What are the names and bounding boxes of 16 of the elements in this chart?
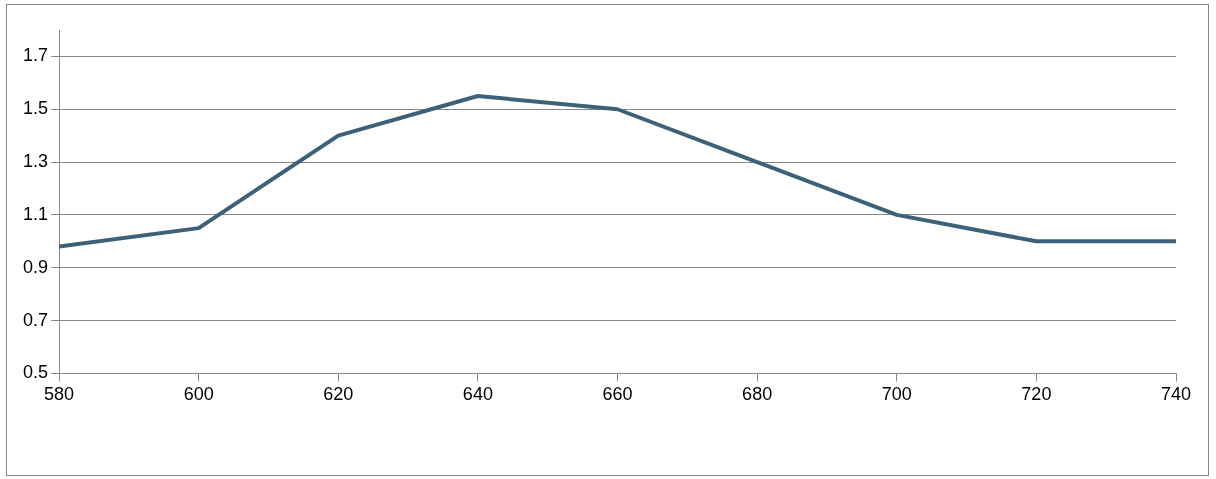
y-tick-label: 1.5 [22, 98, 49, 119]
x-tick-label: 720 [1021, 384, 1052, 405]
y-tick-label: 1.7 [22, 45, 49, 66]
y-tick-label: 1.3 [22, 151, 49, 172]
x-tick-label: 740 [1160, 384, 1192, 405]
y-tick-label: 1.1 [22, 203, 49, 224]
y-tick-label: 0.5 [22, 362, 49, 383]
x-tick-label: 640 [462, 384, 493, 405]
y-tick-label: 0.7 [22, 309, 49, 330]
x-tick-label: 620 [323, 384, 354, 405]
x-tick-label: 580 [44, 384, 75, 405]
x-tick-label: 700 [881, 384, 912, 405]
x-tick-label: 660 [602, 384, 633, 405]
x-tick-label: 680 [742, 384, 773, 405]
x-tick-label: 600 [183, 384, 214, 405]
y-tick-label: 0.9 [22, 256, 49, 277]
